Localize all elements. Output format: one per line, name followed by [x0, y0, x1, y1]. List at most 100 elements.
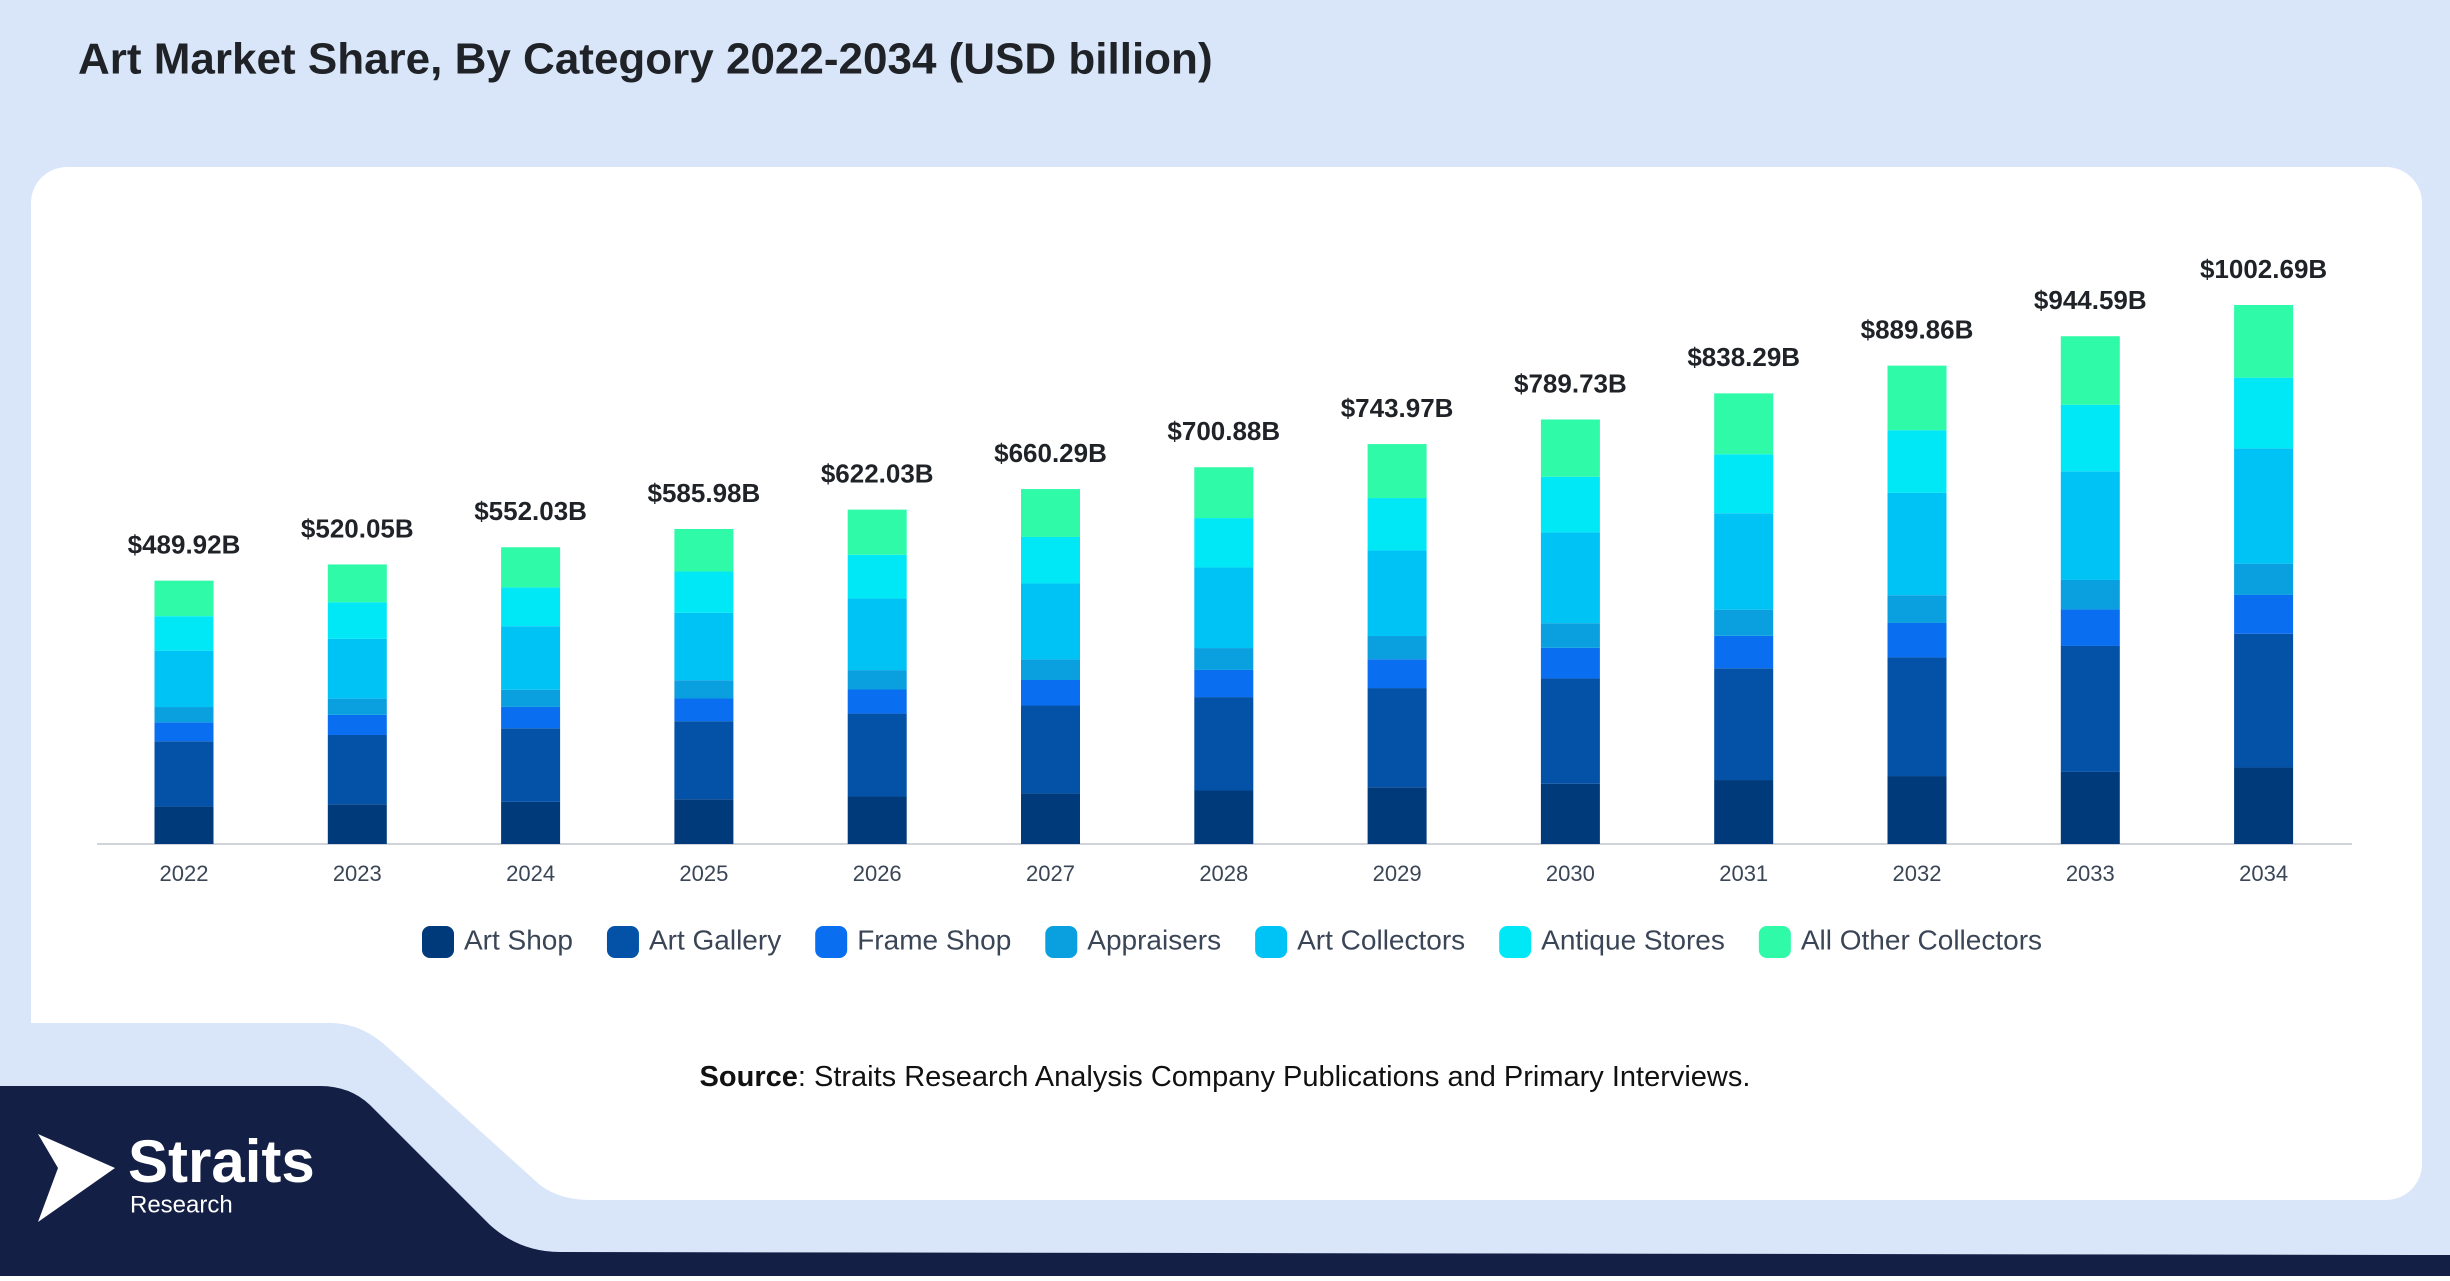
- bar-segment: [847, 796, 907, 844]
- legend-swatch: [1255, 926, 1288, 958]
- bar-segment: [1021, 705, 1080, 794]
- legend-swatch: [422, 926, 454, 958]
- x-tick-label: 2027: [1026, 861, 1075, 886]
- bar-segment: [501, 689, 561, 707]
- bar-segment: [1021, 536, 1080, 584]
- bar-segment: [1367, 550, 1427, 637]
- footer-band: [0, 1086, 2450, 1276]
- total-label: $585.98B: [648, 478, 761, 508]
- bar-segment: [154, 650, 214, 708]
- bar-segment: [327, 698, 387, 715]
- legend-swatch: [1045, 926, 1078, 958]
- bar-segment: [847, 554, 907, 599]
- bar-segment: [2234, 633, 2294, 768]
- bar-segment: [501, 728, 561, 802]
- total-label: $743.97B: [1341, 393, 1454, 423]
- bar-segment: [327, 564, 387, 603]
- bar-segment: [1714, 668, 1774, 781]
- bar-segment: [2234, 305, 2294, 378]
- legend-label: Antique Stores: [1541, 924, 1725, 955]
- bar-segment: [674, 698, 734, 722]
- bar-segment: [1367, 498, 1427, 551]
- x-tick-label: 2034: [2239, 861, 2288, 886]
- bar-segment: [327, 638, 387, 699]
- bar-segment: [1367, 787, 1427, 844]
- bar-segment: [674, 529, 734, 572]
- x-tick-label: 2032: [1893, 861, 1942, 886]
- bar-segment: [1887, 492, 1947, 596]
- total-label: $552.03B: [474, 496, 587, 526]
- bar-segment: [1714, 513, 1774, 610]
- bar-segment: [674, 680, 734, 699]
- x-tick-label: 2028: [1199, 861, 1248, 886]
- bar-segment: [1714, 635, 1774, 669]
- bar-segment: [674, 799, 734, 844]
- total-label: $944.59B: [2034, 285, 2147, 315]
- bar-segment: [2060, 471, 2120, 580]
- x-tick-label: 2025: [679, 861, 728, 886]
- bar-segment: [2060, 645, 2120, 772]
- bar-segment: [1194, 518, 1254, 568]
- bar-segment: [1714, 780, 1774, 844]
- bar-segment: [2234, 448, 2294, 564]
- x-tick-label: 2030: [1546, 861, 1595, 886]
- bar-segment: [1194, 669, 1254, 698]
- total-label: $660.29B: [994, 438, 1107, 468]
- bar-segment: [1714, 609, 1774, 636]
- bar-segment: [1714, 454, 1774, 514]
- source-label: Source: [700, 1061, 798, 1093]
- legend-swatch: [1758, 926, 1791, 958]
- bar-segment: [2060, 579, 2120, 610]
- legend-label: Art Gallery: [649, 924, 781, 955]
- total-label: $700.88B: [1167, 416, 1280, 446]
- bar-segment: [2060, 771, 2120, 844]
- bar-segment: [154, 580, 214, 617]
- bar-segment: [327, 804, 387, 844]
- logo-sub: Research: [130, 1191, 233, 1218]
- bar-segment: [1540, 623, 1600, 648]
- bar-segment: [847, 689, 907, 714]
- total-label: $1002.69B: [2200, 254, 2327, 284]
- bar-segment: [1021, 679, 1080, 706]
- bar-segment: [1887, 776, 1947, 844]
- bar-segment: [1367, 636, 1427, 660]
- legend-label: Appraisers: [1087, 924, 1221, 955]
- legend-label: Art Collectors: [1297, 924, 1465, 955]
- bar-segment: [1887, 430, 1947, 493]
- bar-segment: [1540, 476, 1600, 533]
- x-tick-label: 2031: [1719, 861, 1768, 886]
- bar-segment: [1194, 467, 1254, 519]
- bar-segment: [1021, 793, 1080, 844]
- legend-label: All Other Collectors: [1801, 924, 2042, 955]
- bar-segment: [2234, 563, 2294, 595]
- source-note: Source: Straits Research Analysis Compan…: [700, 1061, 1751, 1093]
- bar-segment: [2234, 594, 2294, 634]
- bar-segment: [2060, 404, 2120, 472]
- x-tick-label: 2024: [506, 861, 555, 886]
- bar-segment: [674, 721, 734, 800]
- legend-swatch: [606, 926, 639, 958]
- bar-segment: [501, 547, 561, 588]
- bar-segment: [154, 722, 214, 742]
- bar-segment: [1714, 393, 1774, 455]
- total-label: $520.05B: [301, 513, 414, 543]
- bar-segment: [154, 707, 214, 723]
- total-label: $489.92B: [128, 530, 241, 560]
- source-text: : Straits Research Analysis Company Publ…: [798, 1061, 1751, 1093]
- bar-segment: [1540, 647, 1600, 679]
- bar-segment: [1887, 365, 1947, 431]
- x-tick-label: 2026: [853, 861, 902, 886]
- bar-segment: [1194, 697, 1254, 791]
- legend-label: Art Shop: [464, 924, 573, 955]
- bar-segment: [501, 587, 561, 627]
- total-label: $838.29B: [1687, 342, 1800, 372]
- bar-segment: [847, 509, 907, 555]
- x-tick-label: 2022: [160, 861, 209, 886]
- bar-segment: [1367, 659, 1427, 689]
- bar-segment: [2234, 377, 2294, 449]
- total-label: $622.03B: [821, 459, 934, 489]
- legend-label: Frame Shop: [857, 924, 1011, 955]
- bar-segment: [154, 806, 214, 844]
- bar-segment: [847, 713, 907, 797]
